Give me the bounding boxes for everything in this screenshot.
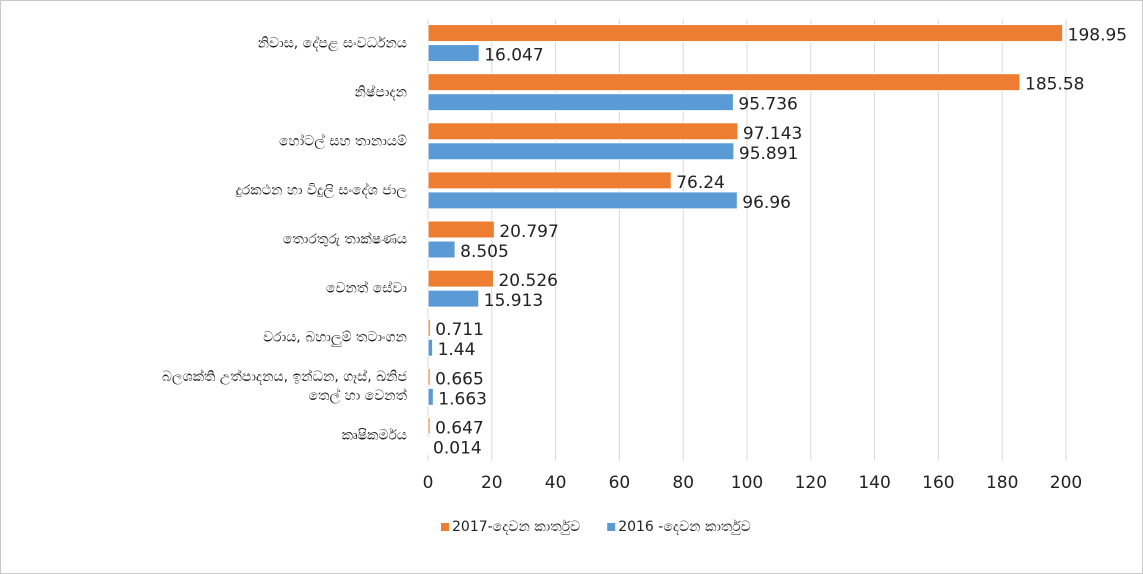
bar (427, 73, 1021, 92)
value-label: 95.891 (739, 144, 798, 164)
value-label: 198.95 (1068, 26, 1127, 46)
value-label: 96.96 (742, 193, 791, 213)
bar (427, 338, 434, 357)
legend-swatch (607, 523, 616, 531)
value-label: 20.526 (498, 271, 557, 291)
x-tick-label: 60 (609, 473, 631, 493)
category-label: බලශක්ති උත්පාදනය, ඉන්ධන, ගෑස්, ඛනිජ තෙල්… (161, 369, 407, 405)
x-tick-label: 100 (731, 473, 763, 493)
x-tick-label: 180 (986, 473, 1018, 493)
x-tick-label: 160 (922, 473, 954, 493)
x-tick-label: 80 (672, 473, 694, 493)
value-label: 16.047 (484, 46, 543, 66)
category-label: තොරතුරු තාක්ෂණය (282, 231, 407, 248)
x-tick-label: 140 (858, 473, 890, 493)
bar (427, 416, 431, 435)
value-label: 0.014 (433, 438, 482, 458)
value-label: 15.913 (484, 291, 543, 311)
category-label: කෘෂිකර්මය (341, 427, 407, 444)
bar (427, 269, 494, 288)
value-label: 0.665 (435, 369, 484, 389)
bar (427, 24, 1064, 43)
bar (427, 142, 735, 161)
category-label: වරාය, බහාලුම් තටාංගන (263, 329, 407, 346)
legend-label: 2017-දෙවන කාර්තුව (452, 519, 580, 535)
value-label: 1.663 (438, 389, 487, 409)
value-label: 8.505 (460, 242, 509, 262)
legend-label: 2016 -දෙවන කාර්තුව (618, 519, 751, 535)
bar (427, 240, 456, 259)
value-label: 95.736 (738, 95, 797, 115)
value-label: 76.24 (676, 173, 725, 193)
value-label: 0.647 (435, 418, 484, 438)
x-tick-label: 200 (1050, 473, 1082, 493)
bar (427, 367, 431, 386)
value-label: 185.58 (1025, 75, 1084, 95)
bar (427, 220, 495, 239)
category-label: හෝටල් සහ තානායම් (279, 133, 407, 150)
category-label: නිෂ්පාදන (354, 84, 407, 101)
x-tick-label: 120 (795, 473, 827, 493)
value-label: 1.44 (438, 340, 476, 360)
bar (427, 122, 739, 141)
category-label: වෙනත් සේවා (325, 280, 407, 297)
value-label: 0.711 (435, 320, 484, 340)
legend-swatch (441, 523, 449, 531)
bar (427, 191, 738, 210)
category-label: දුරකථන හා විදුලි සංදේශ ජාල (235, 182, 407, 199)
value-label: 20.797 (499, 222, 558, 242)
bar (427, 289, 480, 308)
value-label: 97.143 (743, 124, 802, 144)
x-tick-label: 0 (423, 473, 434, 493)
bar (427, 44, 480, 63)
bar (427, 387, 434, 406)
bar (427, 318, 431, 337)
bar (427, 93, 734, 112)
x-tick-label: 40 (545, 473, 567, 493)
x-tick-label: 20 (481, 473, 503, 493)
bar (427, 171, 672, 190)
category-label: නිවාස, දේපළ සංවර්ධනය (257, 35, 407, 52)
